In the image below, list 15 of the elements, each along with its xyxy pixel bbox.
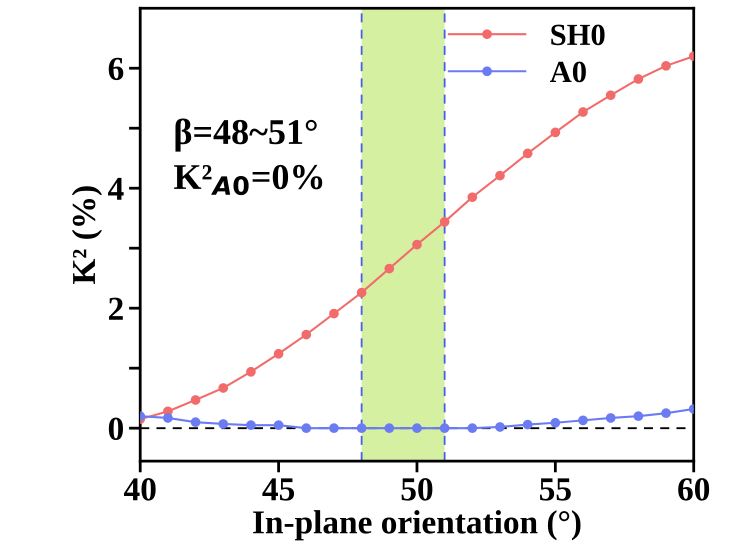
x-tick-label: 45 (262, 478, 294, 501)
annotation: K²$_{A0}$=0% (174, 164, 322, 196)
y-tick-label: 4 (108, 178, 124, 200)
annotation: β=48~51° (175, 118, 317, 152)
y-tick-label: 0 (108, 418, 123, 440)
x-tick-label: 50 (402, 478, 432, 501)
y-tick-label: 6 (108, 58, 124, 80)
y-tick-label: 2 (108, 298, 123, 320)
legend-label: SH0 (551, 24, 605, 46)
x-tick-label: 60 (678, 478, 710, 501)
legend-label: A0 (550, 62, 586, 82)
x-tick-label: 55 (540, 478, 571, 501)
x-tick-label: 40 (124, 478, 156, 501)
x-axis-title: In-plane orientation (°) (253, 510, 581, 540)
y-axis-title: K² (%) (72, 186, 102, 284)
